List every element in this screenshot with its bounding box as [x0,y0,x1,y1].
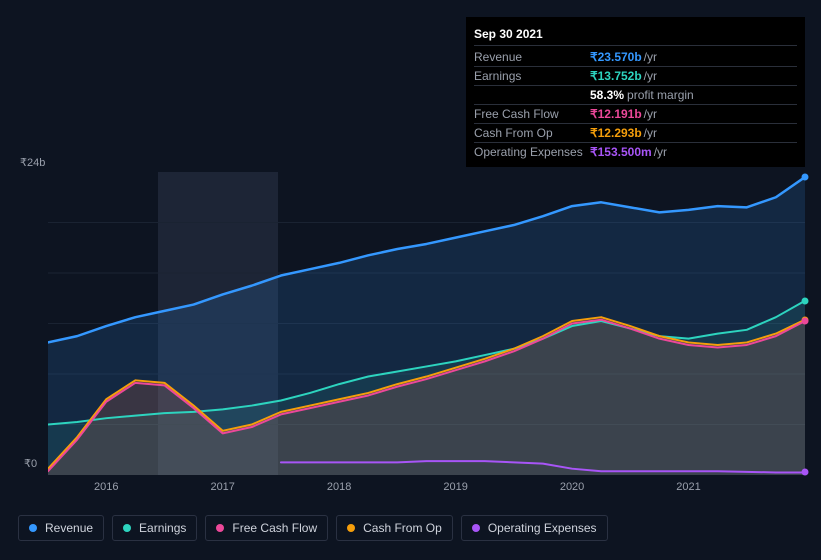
tooltip-row-unit: /yr [644,69,657,83]
legend-label: Earnings [139,521,186,535]
line-chart-svg [48,172,805,475]
x-axis-tick-label: 2017 [210,481,234,493]
tooltip-row-unit: /yr [644,107,657,121]
tooltip-row-label: Earnings [474,69,590,83]
tooltip-row-label: Free Cash Flow [474,107,590,121]
legend-color-dot [347,524,355,532]
legend-label: Operating Expenses [488,521,597,535]
tooltip-row-value: ₹153.500m [590,145,652,159]
tooltip-extra-row: 58.3%profit margin [474,86,797,105]
chart-area[interactable] [48,172,805,475]
legend-color-dot [123,524,131,532]
tooltip-row-unit: /yr [654,145,667,159]
chart-legend: Revenue Earnings Free Cash Flow Cash From O… [18,515,608,541]
tooltip-row: Earnings₹13.752b /yr [474,67,797,86]
legend-item[interactable]: Earnings [112,515,197,541]
x-axis-tick-label: 2019 [443,481,467,493]
series-endpoint-dot [802,174,809,181]
tooltip-row: Revenue₹23.570b /yr [474,48,797,67]
tooltip-row-label: Operating Expenses [474,145,590,159]
tooltip-row: Free Cash Flow₹12.191b /yr [474,105,797,124]
x-axis-tick-label: 2021 [676,481,700,493]
legend-label: Free Cash Flow [232,521,317,535]
tooltip-row-value: ₹12.293b [590,126,642,140]
tooltip-row-value: ₹23.570b [590,50,642,64]
tooltip-row: Cash From Op₹12.293b /yr [474,124,797,143]
legend-label: Cash From Op [363,521,442,535]
tooltip-extra-label: profit margin [627,88,694,102]
legend-item[interactable]: Cash From Op [336,515,453,541]
x-axis-tick-label: 2018 [327,481,351,493]
x-axis-labels: 2016 2017 2018 2019 2020 2021 [48,481,805,497]
y-axis-top-label: ₹24b [20,156,45,169]
chart-tooltip: Sep 30 2021 Revenue₹23.570b /yrEarnings₹… [466,17,805,167]
legend-item[interactable]: Free Cash Flow [205,515,328,541]
tooltip-row-label: Revenue [474,50,590,64]
tooltip-row-unit: /yr [644,126,657,140]
tooltip-row-value: ₹12.191b [590,107,642,121]
legend-color-dot [216,524,224,532]
tooltip-extra-value: 58.3% [590,88,624,102]
tooltip-row-label: Cash From Op [474,126,590,140]
x-axis-tick-label: 2016 [94,481,118,493]
tooltip-row-unit: /yr [644,50,657,64]
tooltip-date: Sep 30 2021 [474,23,797,46]
y-axis-bottom-label: ₹0 [24,457,37,470]
legend-color-dot [472,524,480,532]
legend-label: Revenue [45,521,93,535]
x-axis-tick-label: 2020 [560,481,584,493]
series-endpoint-dot [802,317,809,324]
tooltip-row-value: ₹13.752b [590,69,642,83]
legend-item[interactable]: Operating Expenses [461,515,608,541]
legend-color-dot [29,524,37,532]
tooltip-row: Operating Expenses₹153.500m /yr [474,143,797,161]
legend-item[interactable]: Revenue [18,515,104,541]
series-endpoint-dot [802,469,809,476]
series-endpoint-dot [802,297,809,304]
